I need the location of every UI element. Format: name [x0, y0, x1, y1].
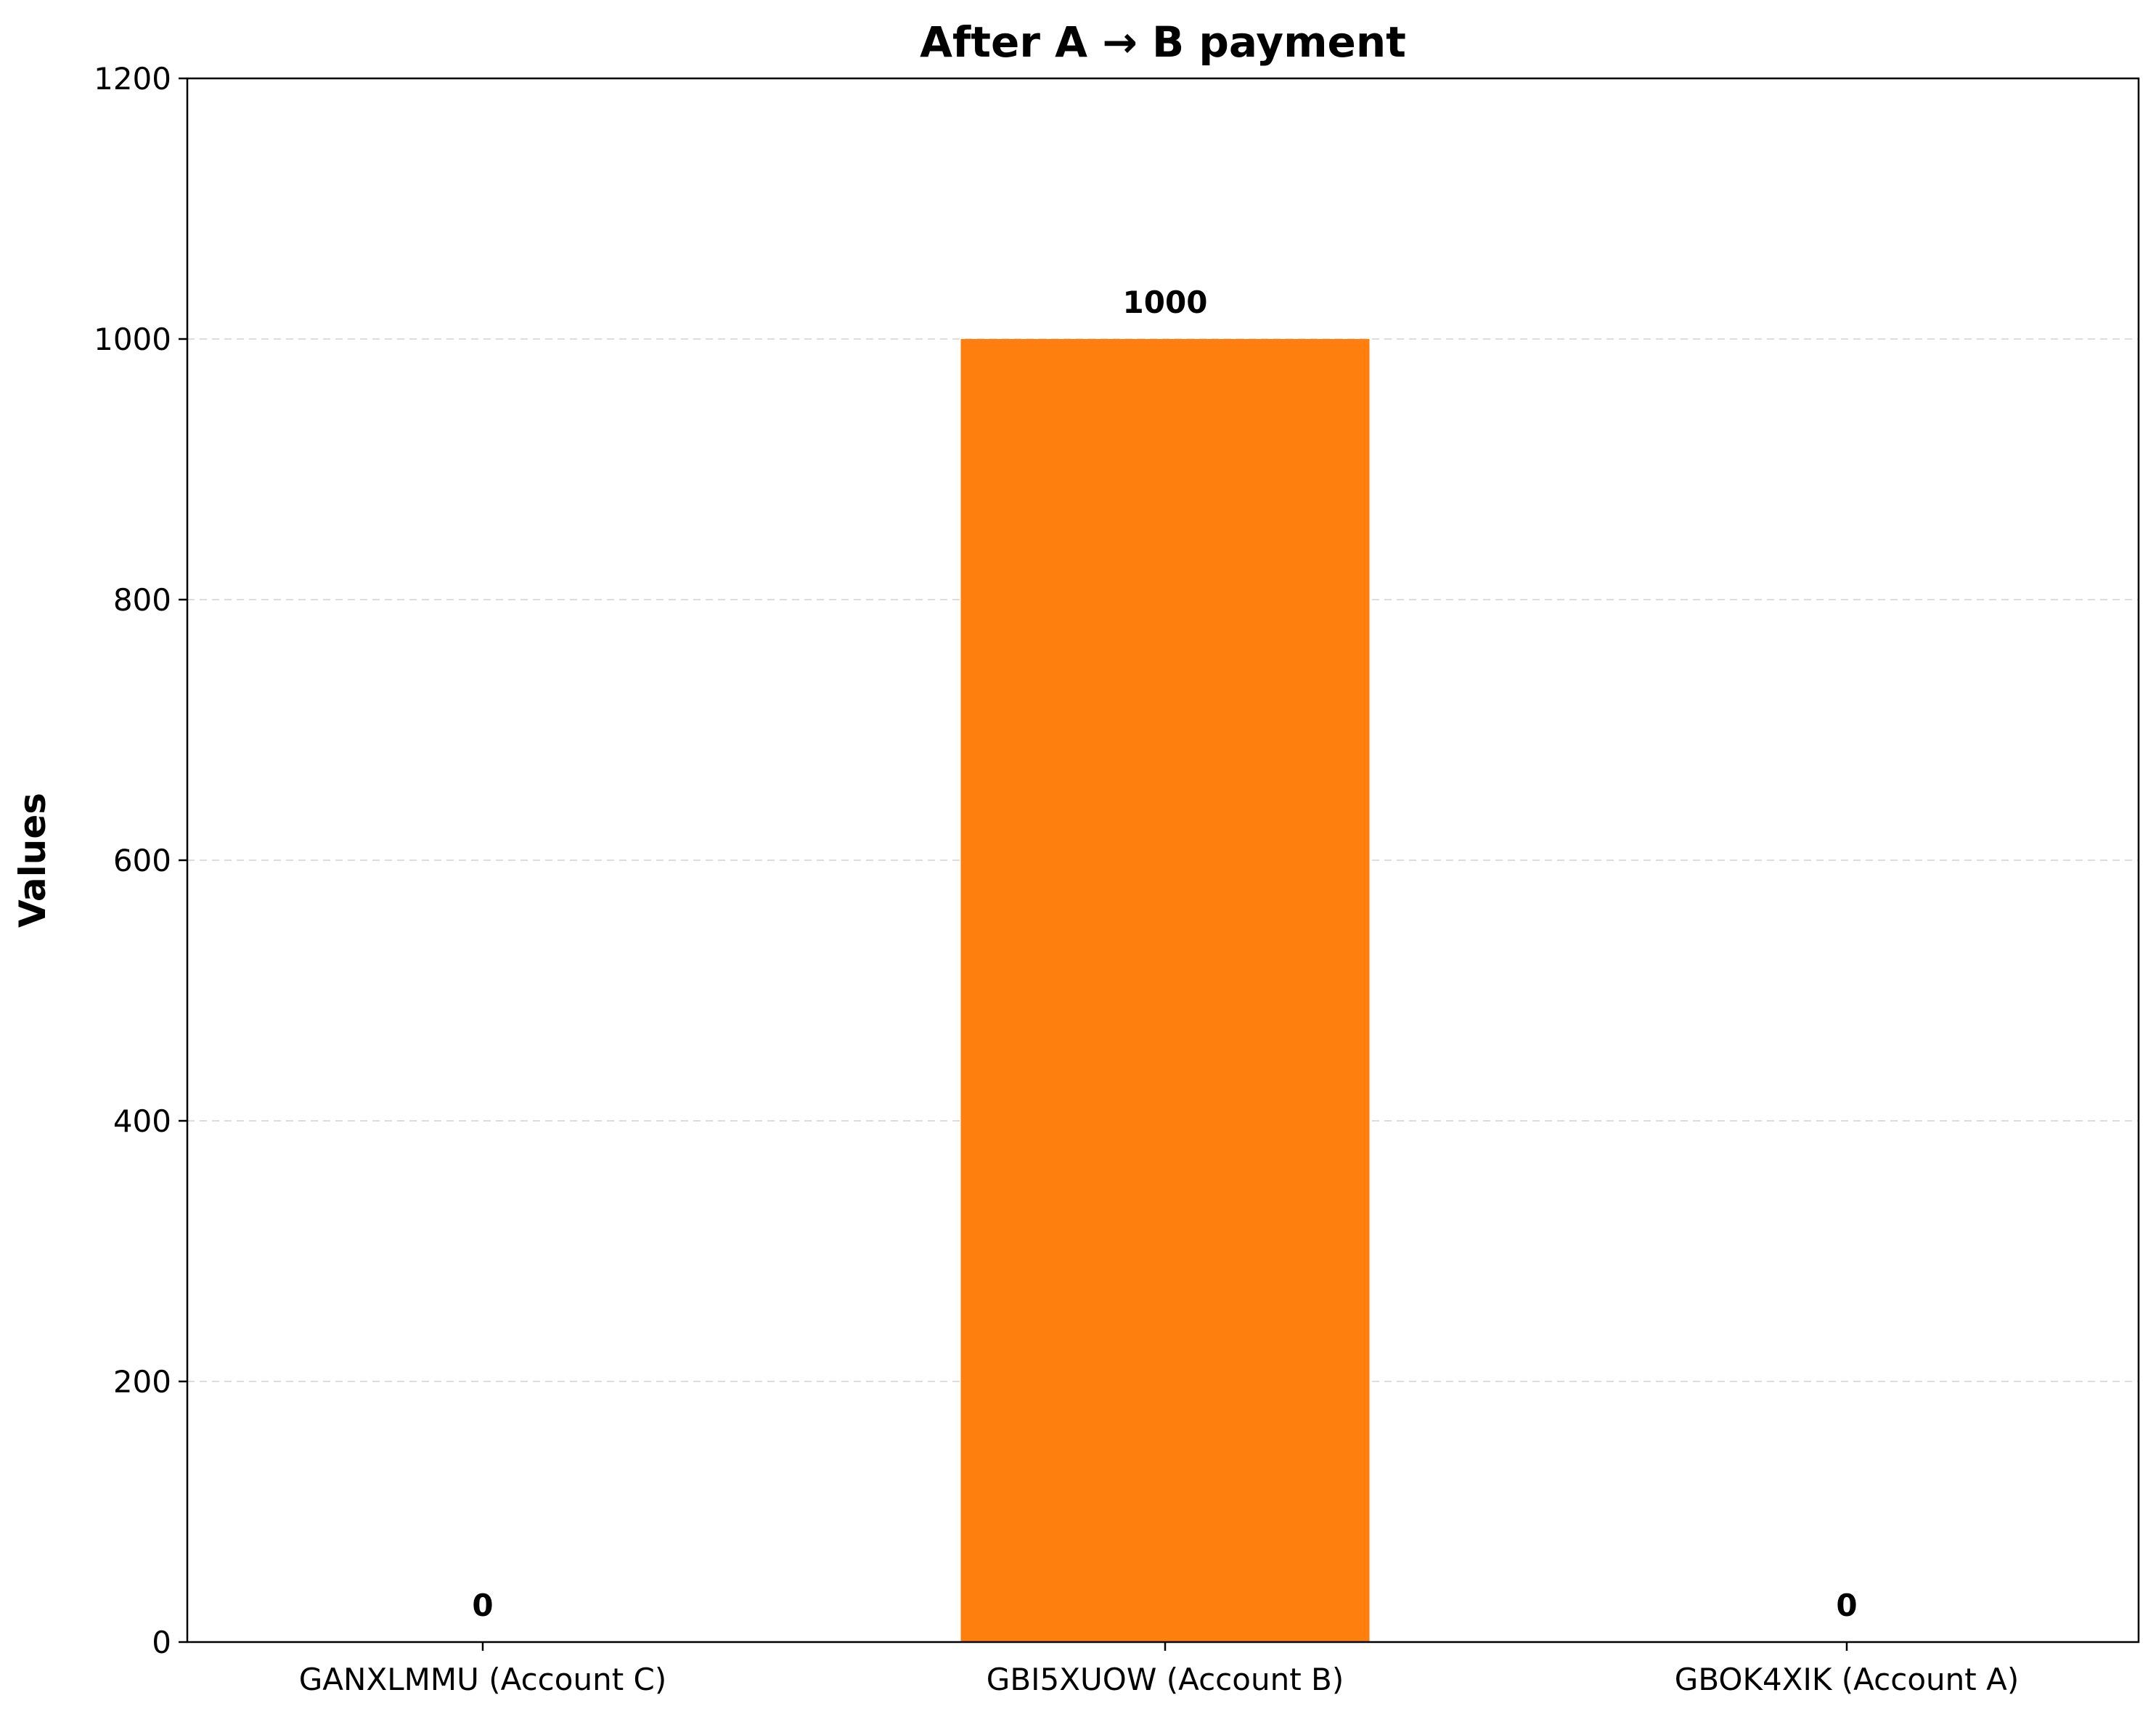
- bar-value-label: 0: [1836, 1588, 1857, 1623]
- bars: [960, 339, 1370, 1642]
- y-axis-label: Values: [12, 793, 54, 928]
- y-tick-label: 1000: [94, 322, 171, 357]
- bar-value-label: 1000: [1123, 285, 1208, 320]
- bar-value-labels: 0 1000 0: [472, 285, 1857, 1623]
- y-axis-ticks: 0 200 400 600 800 1000 1200: [94, 61, 187, 1660]
- x-tick-label: GBI5XUOW (Account B): [987, 1662, 1344, 1697]
- y-tick-label: 0: [152, 1625, 171, 1660]
- x-tick-label: GANXLMMU (Account C): [299, 1662, 666, 1697]
- y-tick-label: 1200: [94, 61, 171, 97]
- y-tick-label: 200: [113, 1364, 171, 1400]
- x-tick-label: GBOK4XIK (Account A): [1675, 1662, 2019, 1697]
- bar: [960, 339, 1370, 1642]
- y-tick-label: 600: [113, 843, 171, 878]
- y-tick-label: 400: [113, 1103, 171, 1139]
- y-tick-label: 800: [113, 582, 171, 618]
- chart-title: After A → B payment: [920, 17, 1406, 67]
- x-axis-ticks: GANXLMMU (Account C) GBI5XUOW (Account B)…: [299, 1642, 2019, 1697]
- bar-value-label: 0: [472, 1588, 493, 1623]
